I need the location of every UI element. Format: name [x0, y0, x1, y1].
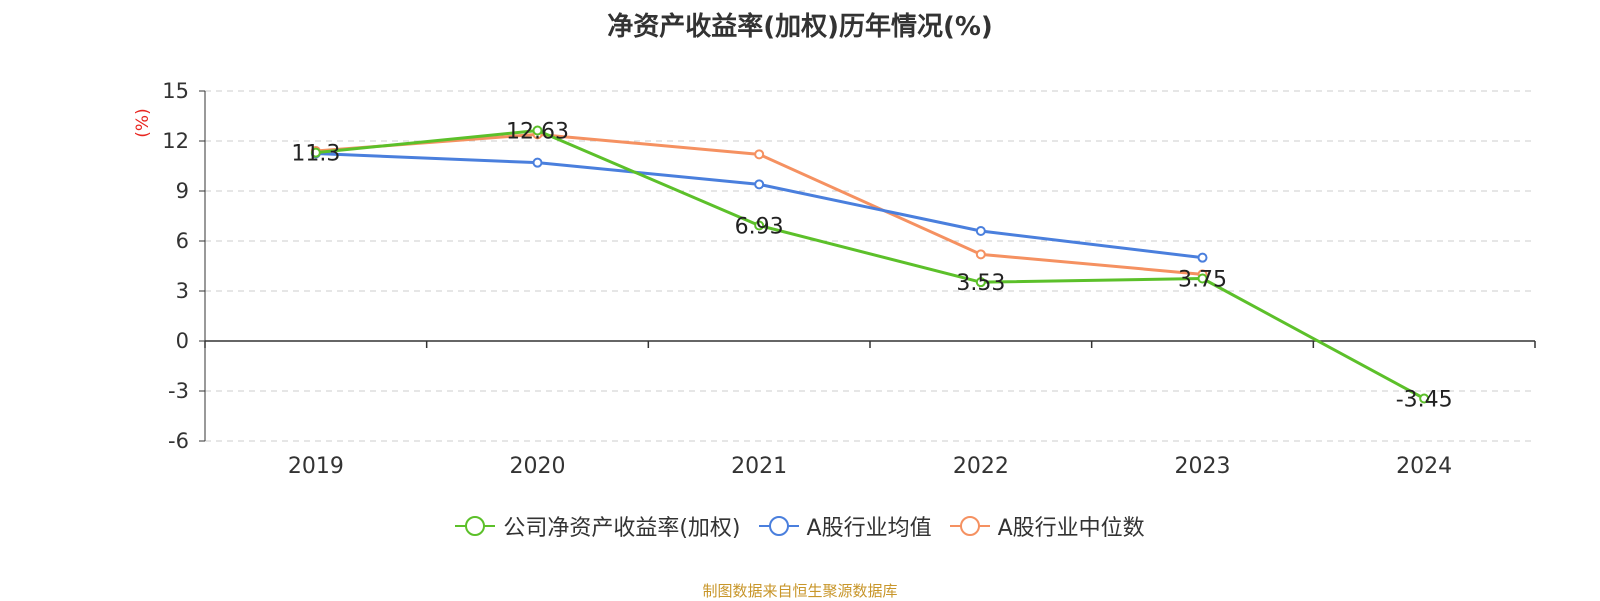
data-point: [310, 147, 321, 158]
x-tick-label: 2023: [1175, 454, 1231, 479]
y-tick-label: 3: [176, 279, 189, 303]
data-point: [754, 179, 765, 190]
legend-swatch-marker: [768, 516, 789, 536]
legend-label: A股行业均值: [806, 516, 932, 541]
y-tick-label: 0: [176, 329, 189, 353]
data-point: [532, 125, 543, 136]
y-tick-label: 12: [162, 129, 189, 153]
data-point: [1197, 252, 1208, 263]
data-point: [1419, 393, 1430, 404]
data-point: [975, 277, 986, 288]
y-tick-label: -3: [168, 379, 189, 403]
legend-swatch-marker: [465, 516, 486, 536]
source-note: 制图数据来自恒生聚源数据库: [702, 582, 898, 600]
y-axis-label: (%): [133, 108, 153, 137]
y-tick-label: 6: [176, 229, 189, 253]
data-point: [975, 226, 986, 236]
legend-swatch-icon: [949, 516, 990, 536]
data-label: 6.93: [735, 215, 784, 240]
data-point: [532, 157, 543, 168]
data-label: 3.75: [1178, 268, 1227, 293]
data-point: [754, 220, 765, 231]
data-label: 11.3: [291, 142, 340, 167]
y-tick-label: 9: [176, 179, 189, 203]
y-tick-label: -6: [168, 429, 189, 453]
x-tick-label: 2022: [953, 454, 1009, 479]
data-point: [975, 249, 986, 260]
legend-item[interactable]: A股行业中位数: [949, 510, 1145, 542]
legend-item[interactable]: A股行业均值: [758, 510, 932, 542]
legend-label: A股行业中位数: [997, 516, 1145, 541]
legend-swatch-icon: [758, 516, 799, 536]
data-labels: 11.3 12.63 6.93 3.53 3.75 -3.45: [291, 120, 1452, 413]
data-label: 3.53: [956, 271, 1005, 296]
axes: 15 12 9 6 3 0 -3 -6 2019 2020 2021 2022 2023 2024: [162, 79, 1536, 479]
data-point: [1197, 273, 1208, 284]
legend-swatch-icon: [455, 516, 496, 536]
series-line: [315, 152, 1203, 260]
legend-label: 公司净资产收益率(加权): [503, 516, 741, 541]
x-tick-label: 2019: [288, 454, 344, 479]
y-tick-label: 15: [162, 79, 189, 103]
data-label: 12.63: [506, 120, 569, 145]
x-tick-label: 2021: [731, 454, 787, 479]
series-lines: [310, 125, 1430, 404]
legend-swatch-marker: [959, 516, 980, 536]
data-point: [754, 149, 765, 160]
chart-title: 净资产收益率(加权)历年情况(%): [607, 12, 993, 42]
series-line: [315, 129, 1425, 400]
x-tick-label: 2024: [1396, 454, 1452, 479]
x-tick-label: 2020: [510, 454, 566, 479]
legend-item[interactable]: 公司净资产收益率(加权): [455, 510, 741, 542]
legend: 公司净资产收益率(加权) A股行业均值 A股行业中位数: [0, 510, 1600, 542]
data-label: -3.45: [1396, 388, 1453, 413]
